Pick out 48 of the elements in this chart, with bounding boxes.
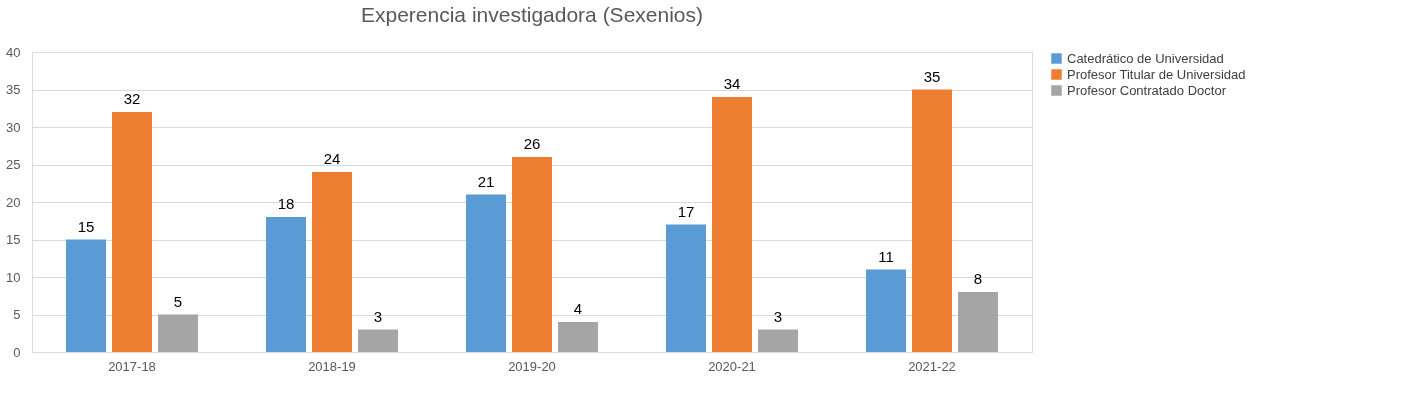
x-tick-label: 2020-21 (708, 358, 756, 374)
y-tick-label: 40 (6, 44, 21, 60)
y-tick-label: 25 (6, 157, 21, 172)
y-tick-label: 30 (6, 119, 21, 135)
y-tick-label: 0 (13, 344, 21, 360)
data-label: 15 (77, 217, 95, 235)
bar (357, 329, 398, 352)
x-tick-label: 2017-18 (108, 358, 156, 374)
y-tick-label: 20 (6, 194, 21, 210)
data-label: 24 (323, 150, 341, 167)
data-label: 34 (723, 75, 741, 92)
legend-label: Catedrático de Universidad (1067, 50, 1224, 66)
bar (157, 314, 198, 352)
bar (266, 217, 307, 352)
bar (957, 292, 998, 352)
bar (312, 172, 352, 352)
data-label: 4 (573, 300, 583, 317)
data-label: 18 (277, 195, 295, 212)
y-tick-label: 5 (13, 307, 21, 322)
bar (557, 322, 598, 352)
data-label: 3 (373, 307, 383, 325)
data-label: 35 (923, 67, 941, 85)
bar (912, 89, 952, 352)
y-tick-label: 15 (6, 232, 21, 247)
bar (466, 194, 507, 352)
data-label: 11 (878, 247, 894, 265)
data-label: 21 (477, 172, 495, 190)
y-tick-label: 10 (6, 269, 21, 285)
bar (66, 239, 107, 352)
x-tick-label: 2018-19 (308, 358, 356, 374)
data-label: 3 (773, 307, 783, 325)
y-tick-label: 35 (6, 82, 21, 97)
data-label: 26 (523, 135, 541, 152)
bar (866, 269, 907, 352)
data-label: 8 (973, 270, 983, 287)
x-tick-label: 2021-22 (908, 358, 956, 374)
bar (112, 112, 152, 352)
x-tick-label: 2019-20 (508, 358, 556, 374)
bar (512, 157, 552, 352)
data-label: 32 (123, 90, 141, 107)
data-label: 5 (173, 292, 183, 310)
bar (712, 97, 752, 352)
bar (757, 329, 798, 352)
bar (666, 224, 707, 352)
legend-label: Profesor Titular de Universidad (1067, 66, 1246, 82)
chart-title: Experencia investigadora (Sexenios) (360, 3, 704, 26)
legend-label: Profesor Contratado Doctor (1067, 82, 1227, 98)
data-label: 17 (677, 202, 695, 220)
